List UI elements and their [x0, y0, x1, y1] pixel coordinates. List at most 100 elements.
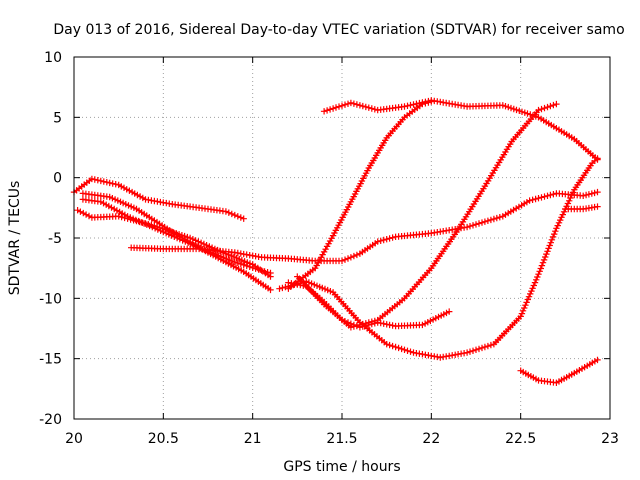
data-point — [383, 341, 390, 348]
data-point — [243, 262, 250, 270]
data-point — [353, 322, 361, 329]
data-point — [446, 352, 453, 360]
data-point — [323, 107, 331, 114]
data-point — [326, 106, 334, 113]
data-point — [543, 250, 550, 258]
data-point — [222, 208, 230, 215]
data-point — [77, 208, 84, 215]
data-point — [517, 313, 524, 320]
series-9 — [294, 100, 560, 331]
data-point — [237, 260, 244, 268]
data-point — [203, 242, 210, 249]
data-point — [401, 346, 408, 353]
x-tick-label: 21 — [244, 431, 262, 447]
data-point — [276, 285, 283, 292]
data-point — [484, 217, 492, 224]
data-point — [591, 189, 598, 197]
data-point — [252, 265, 259, 272]
data-point — [240, 261, 247, 269]
data-point — [538, 262, 546, 269]
data-point — [540, 256, 548, 264]
data-point — [535, 271, 542, 278]
data-point — [138, 219, 145, 226]
data-point — [588, 190, 595, 197]
data-point — [582, 191, 590, 199]
data-point — [484, 342, 492, 350]
series-5 — [128, 188, 601, 265]
data-point — [594, 155, 601, 162]
data-point — [541, 193, 548, 200]
data-point — [594, 356, 601, 364]
data-point — [594, 188, 601, 196]
data-point — [332, 104, 340, 111]
axis-ticks — [73, 56, 611, 420]
data-point — [261, 268, 268, 275]
x-tick-label: 20 — [65, 431, 83, 447]
data-point — [507, 104, 515, 112]
data-point — [559, 211, 566, 218]
data-point — [398, 345, 405, 353]
data-point — [389, 234, 396, 241]
data-point — [553, 100, 560, 108]
data-point — [165, 231, 172, 238]
data-point — [518, 108, 526, 115]
data-point — [386, 341, 393, 349]
data-point — [538, 105, 545, 113]
data-point — [106, 179, 113, 187]
data-point — [154, 226, 161, 233]
data-point — [80, 209, 87, 217]
data-point — [475, 345, 483, 353]
data-point — [407, 348, 414, 355]
data-point — [544, 103, 551, 111]
data-point — [490, 215, 498, 223]
data-point — [550, 101, 557, 109]
data-point — [228, 210, 235, 218]
x-tick-label: 20.5 — [148, 431, 179, 447]
data-point — [288, 282, 295, 289]
series-11 — [517, 356, 601, 386]
data-point — [551, 230, 558, 238]
data-point — [463, 349, 471, 356]
data-point — [469, 347, 477, 354]
data-point — [404, 347, 411, 354]
data-point — [413, 100, 420, 107]
data-point — [550, 191, 557, 198]
data-point — [267, 269, 274, 277]
data-point — [407, 101, 414, 109]
data-point — [371, 317, 378, 325]
data-point — [446, 308, 453, 315]
data-point — [546, 242, 553, 249]
data-point — [594, 203, 601, 210]
data-point — [529, 285, 536, 292]
data-point — [291, 281, 298, 288]
data-point — [368, 318, 375, 325]
data-point — [389, 342, 396, 350]
data-point — [527, 290, 534, 298]
data-point — [404, 102, 411, 109]
data-point — [377, 237, 384, 244]
data-point — [392, 343, 399, 351]
data-point — [350, 252, 358, 260]
data-point — [534, 273, 541, 281]
series-4 — [79, 190, 274, 294]
x-tick-label: 23 — [601, 431, 619, 447]
data-point — [335, 103, 343, 110]
data-point — [94, 177, 101, 184]
data-point — [143, 221, 150, 228]
data-point — [371, 106, 378, 113]
series-1 — [70, 175, 247, 222]
data-point — [91, 176, 98, 183]
data-point — [313, 262, 320, 269]
data-point — [353, 101, 361, 108]
data-point — [410, 101, 417, 108]
data-point — [149, 223, 156, 231]
data-point — [362, 320, 369, 327]
data-point — [353, 251, 361, 259]
data-point — [237, 214, 244, 221]
data-point — [487, 216, 495, 224]
data-point — [240, 215, 247, 222]
data-point — [566, 197, 573, 204]
data-point — [472, 221, 480, 228]
grid-lines — [74, 57, 610, 419]
x-axis-label: GPS time / hours — [283, 459, 400, 475]
